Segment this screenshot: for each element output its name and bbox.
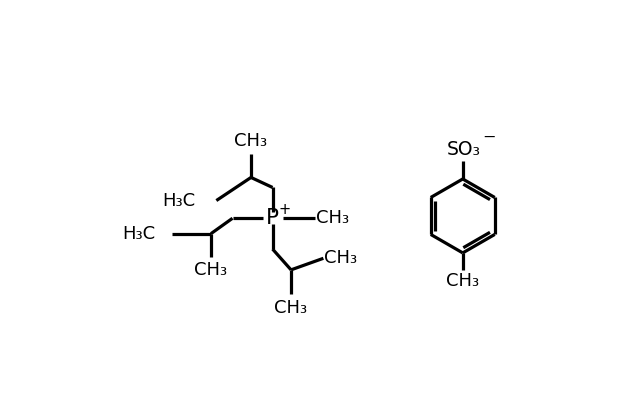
Text: CH₃: CH₃ [446,272,479,290]
Text: CH₃: CH₃ [234,132,268,150]
Text: −: − [483,130,495,145]
Text: CH₃: CH₃ [316,209,349,227]
Text: H₃C: H₃C [122,225,156,243]
Text: CH₃: CH₃ [275,299,308,318]
Text: SO₃: SO₃ [447,140,481,159]
Text: H₃C: H₃C [163,192,196,210]
Text: P: P [266,208,279,228]
Text: CH₃: CH₃ [324,249,357,267]
Text: +: + [279,202,291,217]
Text: CH₃: CH₃ [195,261,228,279]
